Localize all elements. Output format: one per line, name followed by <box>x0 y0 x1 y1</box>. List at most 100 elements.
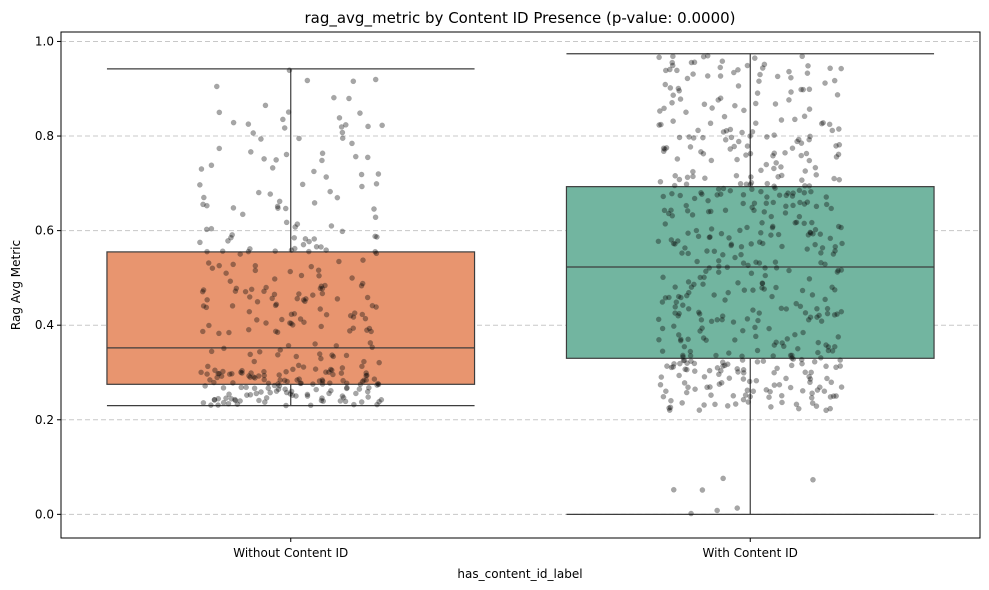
data-point <box>262 102 269 109</box>
data-point <box>671 182 678 189</box>
data-point <box>758 167 764 174</box>
data-point <box>309 292 316 298</box>
data-point <box>786 68 792 75</box>
data-point <box>319 395 325 401</box>
data-point <box>365 394 372 400</box>
data-point <box>740 260 747 266</box>
data-point <box>811 358 818 365</box>
data-point <box>328 387 334 394</box>
data-point <box>705 197 711 204</box>
data-point <box>819 244 826 251</box>
data-point <box>359 363 365 370</box>
data-point <box>255 373 262 379</box>
data-point <box>701 274 707 281</box>
data-point <box>285 342 292 349</box>
chart-title: rag_avg_metric by Content ID Presence (p… <box>304 9 735 28</box>
data-point <box>831 343 838 350</box>
data-point <box>715 263 722 270</box>
data-point <box>269 295 276 302</box>
data-point <box>679 352 686 359</box>
data-point <box>196 181 203 188</box>
data-point <box>778 392 785 399</box>
data-point <box>283 368 289 375</box>
data-point <box>809 390 815 397</box>
data-point <box>294 221 301 227</box>
data-point <box>717 191 724 198</box>
data-point <box>685 279 692 285</box>
data-point <box>730 319 737 325</box>
data-point <box>343 385 350 392</box>
data-point <box>663 388 669 395</box>
data-point <box>674 67 680 74</box>
data-point <box>374 234 380 240</box>
data-point <box>300 364 307 370</box>
data-point <box>806 373 812 380</box>
data-point <box>743 152 749 158</box>
data-point <box>784 336 791 342</box>
data-point <box>823 407 829 414</box>
data-point <box>713 352 719 359</box>
data-point <box>831 286 838 293</box>
data-point <box>278 316 285 323</box>
data-point <box>226 371 233 378</box>
data-point <box>277 377 284 383</box>
data-point <box>351 401 357 408</box>
data-point <box>752 100 759 107</box>
data-point <box>320 398 327 404</box>
data-point <box>303 295 309 302</box>
data-point <box>209 265 216 272</box>
data-point <box>807 314 814 321</box>
data-point <box>368 328 374 335</box>
data-point <box>267 389 274 396</box>
data-point <box>215 370 221 377</box>
data-point <box>371 376 378 382</box>
data-point <box>833 364 839 371</box>
data-point <box>771 132 778 138</box>
data-point <box>775 231 782 238</box>
data-point <box>342 121 349 128</box>
data-point <box>773 264 780 271</box>
data-point <box>677 337 684 344</box>
data-point <box>715 257 722 264</box>
data-point <box>752 120 759 127</box>
data-point <box>297 380 304 387</box>
data-point <box>766 394 772 401</box>
data-point <box>808 188 814 195</box>
data-point <box>261 288 267 295</box>
data-point <box>672 241 678 247</box>
data-point <box>725 350 732 356</box>
data-point <box>693 227 700 234</box>
data-point <box>669 62 676 69</box>
data-point <box>364 154 371 161</box>
data-point <box>276 198 283 205</box>
data-point <box>806 106 813 113</box>
data-point <box>675 312 682 319</box>
data-point <box>688 358 694 365</box>
data-point <box>237 251 244 257</box>
data-point <box>718 379 725 386</box>
data-point <box>824 310 831 317</box>
data-point <box>809 400 816 406</box>
data-point <box>695 127 701 134</box>
data-point <box>697 328 703 334</box>
data-point <box>754 347 761 354</box>
data-point <box>199 288 206 295</box>
data-point <box>835 126 842 132</box>
data-point <box>292 224 299 230</box>
data-point <box>833 154 840 160</box>
data-point <box>759 280 766 286</box>
data-point <box>204 296 211 303</box>
data-point <box>828 205 835 212</box>
data-point <box>717 64 724 71</box>
data-point <box>252 375 258 381</box>
data-point <box>779 243 785 250</box>
data-point <box>290 366 296 373</box>
data-point <box>247 351 254 358</box>
data-point <box>248 370 254 376</box>
data-point <box>307 402 314 409</box>
data-point <box>797 303 804 310</box>
data-point <box>801 189 808 196</box>
data-point <box>230 261 237 268</box>
data-point <box>737 180 744 187</box>
